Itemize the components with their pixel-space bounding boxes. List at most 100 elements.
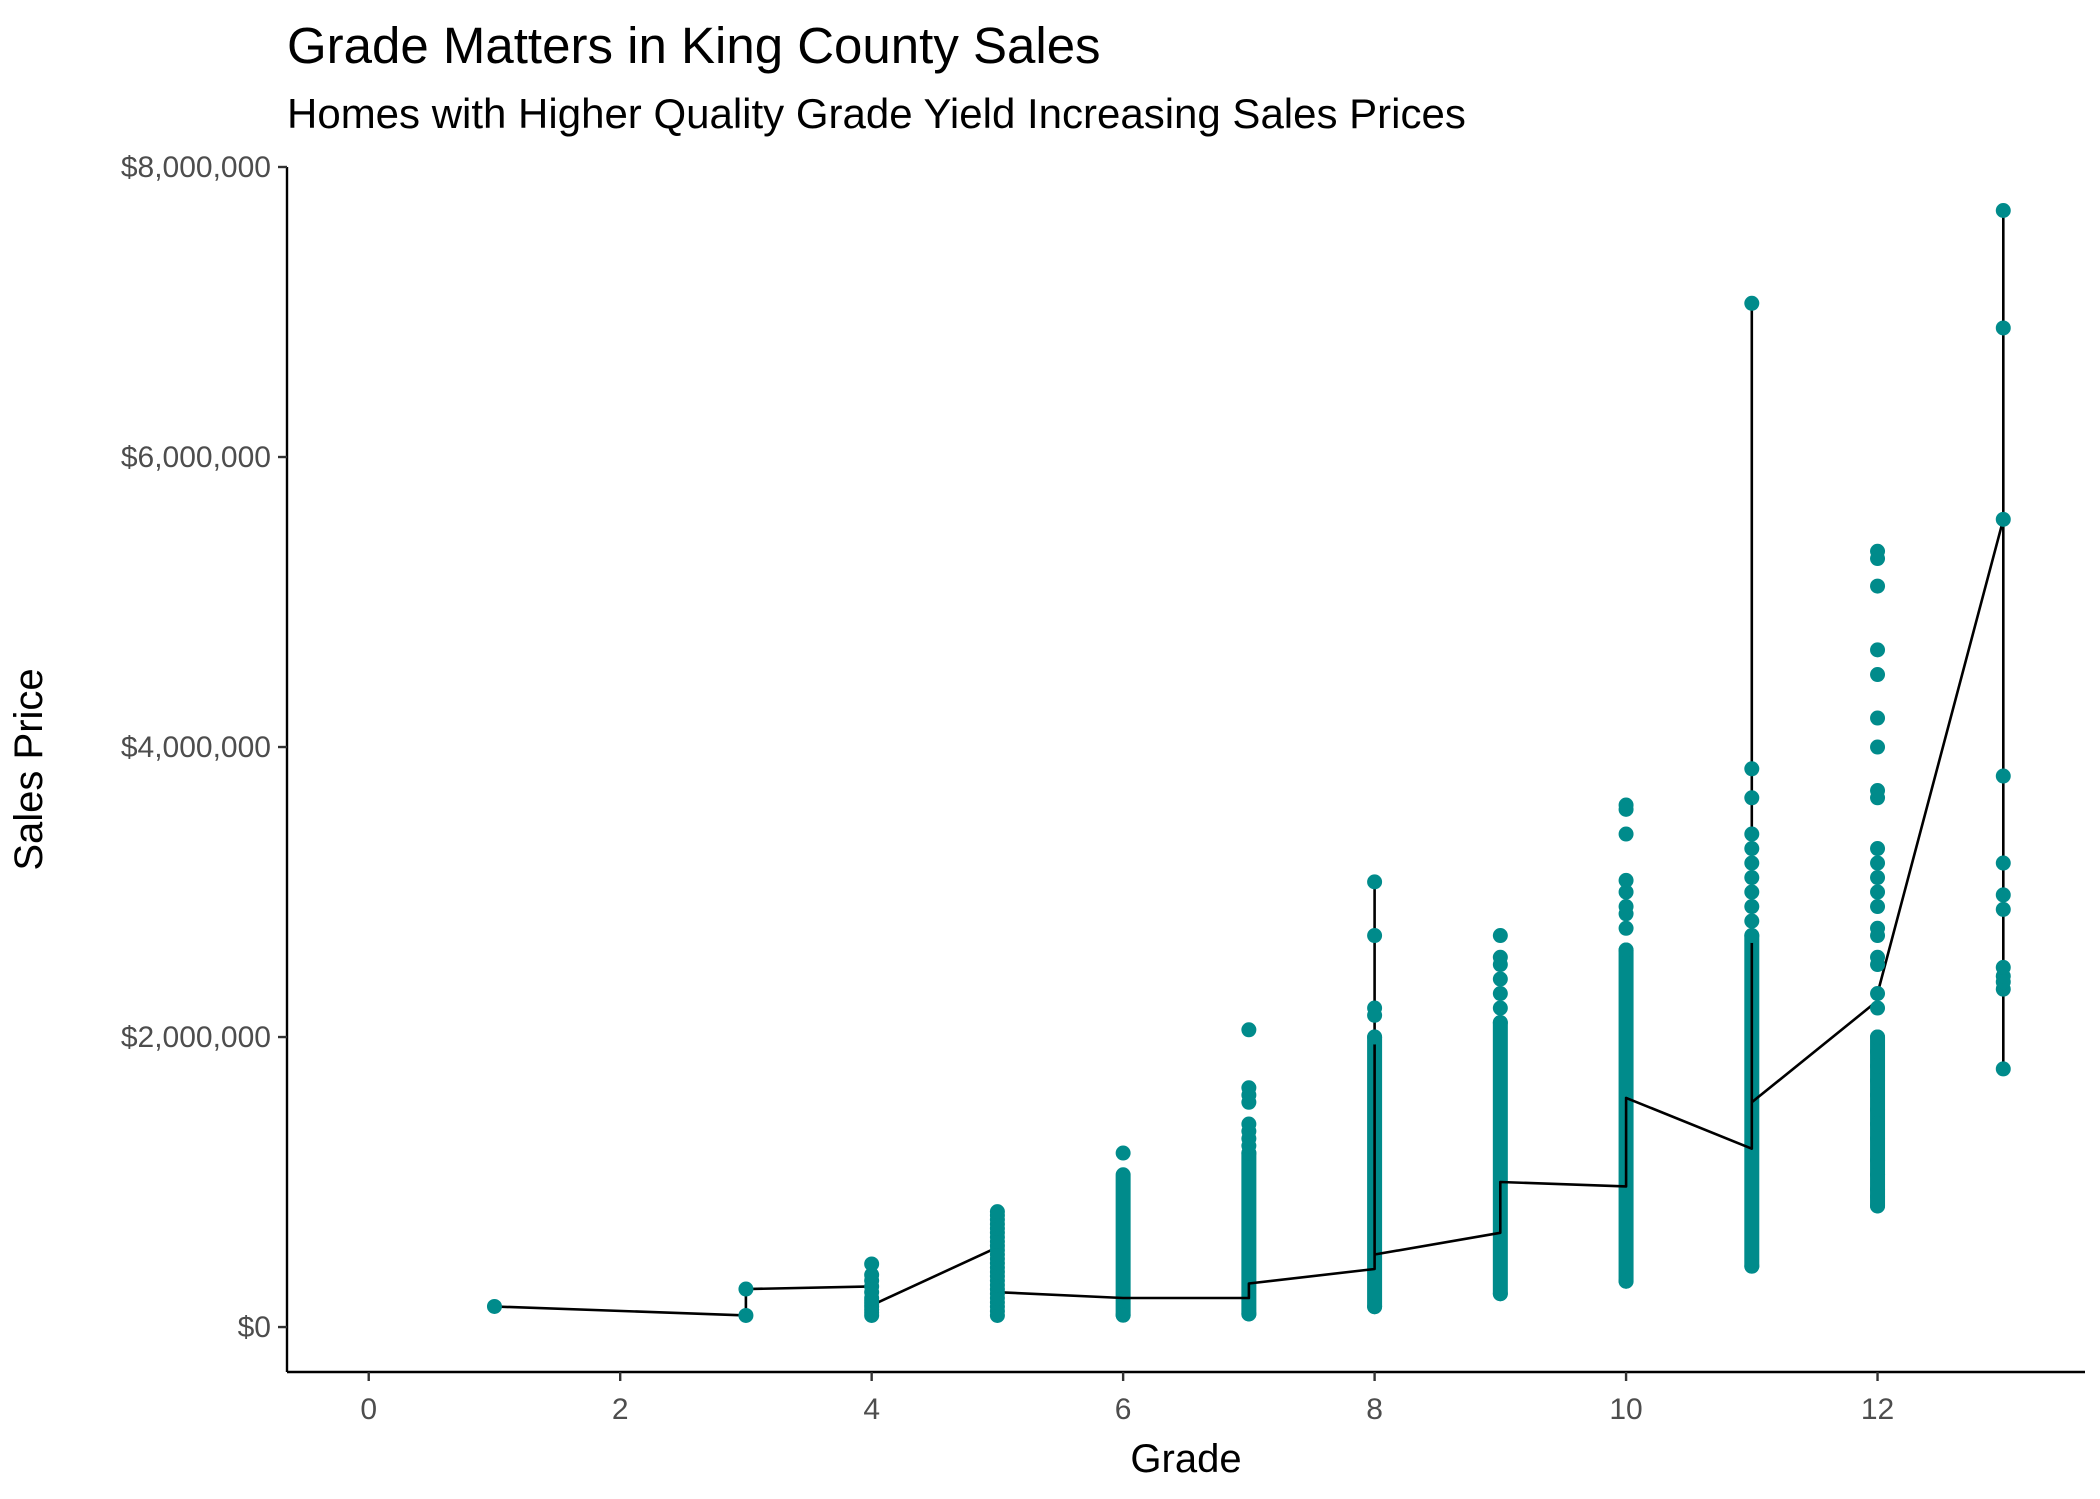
data-point-grade-13-5 xyxy=(1995,901,2011,917)
data-point-grade-12-23 xyxy=(1870,841,1886,857)
y-tick-label: $2,000,000 xyxy=(121,1021,271,1054)
data-point-grade-13-0 xyxy=(1995,1061,2011,1077)
data-point-grade-12-11 xyxy=(1870,1044,1886,1060)
data-point-grade-13-8 xyxy=(1995,768,2011,784)
y-tick-label: $0 xyxy=(238,1311,271,1344)
data-point-grade-12-6 xyxy=(1870,1116,1886,1132)
x-tick-label: 4 xyxy=(863,1393,880,1426)
data-point-grade-13-4 xyxy=(1995,959,2011,975)
data-point-grade-12-18 xyxy=(1870,920,1886,936)
x-tick-label: 8 xyxy=(1366,1393,1383,1426)
y-tick-label: $8,000,000 xyxy=(121,151,271,184)
axes-layer: $0 $2,000,000 $4,000,000 $6,000,000 $8,000,0… xyxy=(121,151,2085,1426)
data-point-grade-6-1 xyxy=(1115,1145,1131,1161)
data-point-grade-11-3 xyxy=(1744,899,1760,915)
data-point-grade-9-1 xyxy=(1492,1015,1508,1031)
data-point-grade-12-14 xyxy=(1870,986,1886,1002)
data-point-grade-7-9 xyxy=(1241,1022,1257,1038)
data-point-grade-12-4 xyxy=(1870,1152,1886,1168)
data-point-grade-8-0 xyxy=(1367,1299,1383,1315)
data-point-grade-11-9 xyxy=(1744,790,1760,806)
data-point-grade-4-11 xyxy=(864,1256,880,1272)
data-point-grade-12-28 xyxy=(1870,667,1886,683)
data-point-grade-7-0 xyxy=(1241,1306,1257,1322)
data-point-grade-12-19 xyxy=(1870,899,1886,915)
x-tick-label: 2 xyxy=(612,1393,629,1426)
data-point-grade-8-1 xyxy=(1367,1029,1383,1045)
data-point-grade-11-0 xyxy=(1744,1258,1760,1274)
data-point-grade-13-11 xyxy=(1995,203,2011,219)
x-axis-title: Grade xyxy=(1130,1437,1241,1481)
data-point-grade-12-27 xyxy=(1870,710,1886,726)
data-point-grade-11-10 xyxy=(1744,761,1760,777)
data-point-grade-10-6 xyxy=(1618,872,1634,888)
data-point-grade-1-0 xyxy=(486,1298,502,1314)
data-point-grade-12-7 xyxy=(1870,1102,1886,1118)
data-point-grade-5-24 xyxy=(989,1204,1005,1220)
data-point-grade-13-7 xyxy=(1995,855,2011,871)
data-point-grade-11-7 xyxy=(1744,841,1760,857)
dense-range-grade-6 xyxy=(1115,1167,1131,1323)
data-point-grade-9-3 xyxy=(1492,986,1508,1002)
data-point-grade-9-2 xyxy=(1492,1000,1508,1016)
chart-subtitle: Homes with Higher Quality Grade Yield In… xyxy=(287,90,1466,137)
data-point-grade-12-8 xyxy=(1870,1087,1886,1103)
data-point-grade-12-21 xyxy=(1870,870,1886,886)
data-point-grade-9-4 xyxy=(1492,971,1508,987)
data-point-grade-11-11 xyxy=(1744,295,1760,311)
data-point-grade-10-1 xyxy=(1618,942,1634,958)
x-tick-label: 6 xyxy=(1115,1393,1132,1426)
data-point-grade-12-16 xyxy=(1870,949,1886,965)
data-point-grade-10-2 xyxy=(1618,920,1634,936)
data-point-grade-12-26 xyxy=(1870,739,1886,755)
data-point-grade-8-3 xyxy=(1367,1000,1383,1016)
data-point-grade-12-13 xyxy=(1870,1000,1886,1016)
data-point-grade-11-4 xyxy=(1744,884,1760,900)
data-point-grade-13-9 xyxy=(1995,511,2011,527)
data-point-grade-13-6 xyxy=(1995,887,2011,903)
data-point-grade-12-5 xyxy=(1870,1131,1886,1147)
data-point-grade-13-10 xyxy=(1995,320,2011,336)
dense-range-grade-9 xyxy=(1492,1015,1508,1302)
x-tick-label: 0 xyxy=(360,1393,377,1426)
data-point-grade-11-5 xyxy=(1744,870,1760,886)
dense-range-grade-7 xyxy=(1241,1145,1257,1322)
x-tick-label: 12 xyxy=(1861,1393,1894,1426)
data-point-grade-12-9 xyxy=(1870,1073,1886,1089)
data-point-grade-7-5 xyxy=(1241,1116,1257,1132)
data-point-grade-12-25 xyxy=(1870,783,1886,799)
data-point-grade-12-12 xyxy=(1870,1029,1886,1045)
data-point-grade-3-0 xyxy=(738,1307,754,1323)
data-point-grade-4-10 xyxy=(864,1267,880,1283)
data-point-grade-12-20 xyxy=(1870,884,1886,900)
data-point-grade-12-3 xyxy=(1870,1167,1886,1183)
data-point-grade-11-6 xyxy=(1744,855,1760,871)
data-point-grade-7-8 xyxy=(1241,1080,1257,1096)
data-point-grade-10-5 xyxy=(1618,884,1634,900)
data-point-grade-12-30 xyxy=(1870,578,1886,594)
data-point-grade-12-29 xyxy=(1870,642,1886,658)
data-point-grade-12-32 xyxy=(1870,543,1886,559)
y-axis-title: Sales Price xyxy=(7,668,51,870)
data-point-grade-12-22 xyxy=(1870,855,1886,871)
y-tick-label: $6,000,000 xyxy=(121,441,271,474)
points-layer xyxy=(486,203,2011,1323)
data-point-grade-9-6 xyxy=(1492,949,1508,965)
data-point-grade-3-1 xyxy=(738,1281,754,1297)
data-point-grade-10-0 xyxy=(1618,1273,1634,1289)
data-point-grade-10-9 xyxy=(1618,797,1634,813)
data-point-grade-11-8 xyxy=(1744,826,1760,842)
data-point-grade-10-4 xyxy=(1618,899,1634,915)
data-point-grade-11-2 xyxy=(1744,913,1760,929)
data-point-grade-6-0 xyxy=(1115,1307,1131,1323)
y-tick-label: $4,000,000 xyxy=(121,731,271,764)
data-point-grade-9-7 xyxy=(1492,928,1508,944)
x-tick-label: 10 xyxy=(1609,1393,1642,1426)
data-point-grade-9-0 xyxy=(1492,1286,1508,1302)
data-point-grade-10-7 xyxy=(1618,826,1634,842)
data-point-grade-12-10 xyxy=(1870,1058,1886,1074)
data-point-grade-8-5 xyxy=(1367,874,1383,890)
data-point-grade-8-4 xyxy=(1367,928,1383,944)
chart-title: Grade Matters in King County Sales xyxy=(287,17,1101,74)
